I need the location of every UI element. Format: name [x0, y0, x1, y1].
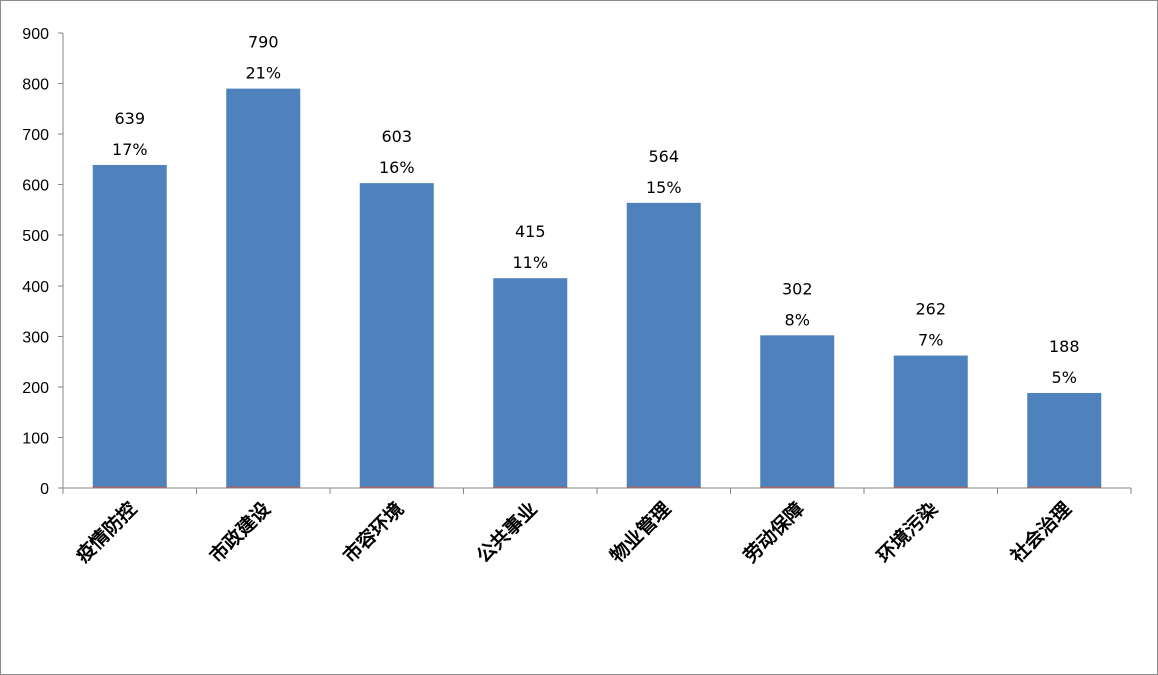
data-label-value: 302 [782, 279, 813, 298]
bar [226, 88, 301, 488]
y-tick-label: 400 [22, 279, 49, 296]
data-label-percent: 15% [646, 178, 682, 197]
x-tick-label: 社会治理 [1005, 497, 1076, 568]
y-tick-label: 200 [22, 380, 49, 397]
y-tick-label: 0 [40, 481, 49, 498]
y-tick-label: 300 [22, 329, 49, 346]
bar [92, 164, 167, 488]
axes [58, 32, 1132, 494]
y-tick-label: 500 [22, 228, 49, 245]
x-tick-label: 市容环境 [338, 497, 408, 567]
x-axis-ticks: 疫情防控 市政建设 市容环境 公共事业 物业管理 劳动保障 环境污染 社会治理 [71, 497, 1076, 568]
data-label-percent: 17% [112, 140, 148, 159]
bars [92, 88, 1102, 488]
data-label-value: 639 [114, 109, 145, 128]
bar [1027, 392, 1102, 488]
x-tick-label: 劳动保障 [739, 497, 809, 567]
data-label-value: 564 [648, 147, 679, 166]
bar [493, 278, 568, 488]
y-tick-label: 900 [22, 26, 49, 43]
data-label-value: 262 [915, 300, 946, 319]
data-label-value: 415 [515, 222, 546, 241]
data-label-percent: 5% [1052, 368, 1077, 387]
value-labels: 639 17% 790 21% 603 16% 415 11% 564 15% 302 8% 262 7%… [112, 33, 1080, 387]
bar [626, 202, 701, 488]
data-label-percent: 21% [245, 64, 281, 83]
x-tick-label: 市政建设 [205, 497, 275, 567]
x-tick-label: 疫情防控 [71, 497, 141, 567]
data-label-value: 188 [1049, 337, 1080, 356]
y-tick-label: 800 [22, 77, 49, 94]
data-label-value: 790 [248, 33, 279, 52]
bar [893, 355, 968, 488]
x-tick-label: 物业管理 [605, 497, 675, 567]
y-tick-label: 600 [22, 178, 49, 195]
x-tick-label: 环境污染 [872, 497, 942, 567]
data-label-value: 603 [381, 127, 412, 146]
y-axis-ticks: 0 100 200 300 400 500 600 700 800 900 [22, 26, 49, 498]
x-tick-label: 公共事业 [472, 497, 542, 567]
bar [760, 335, 835, 488]
bar [359, 183, 434, 488]
data-label-percent: 11% [512, 253, 548, 272]
data-label-percent: 8% [785, 310, 810, 329]
data-label-percent: 16% [379, 158, 415, 177]
y-tick-label: 100 [22, 430, 49, 447]
y-tick-label: 700 [22, 127, 49, 144]
data-label-percent: 7% [918, 331, 943, 350]
